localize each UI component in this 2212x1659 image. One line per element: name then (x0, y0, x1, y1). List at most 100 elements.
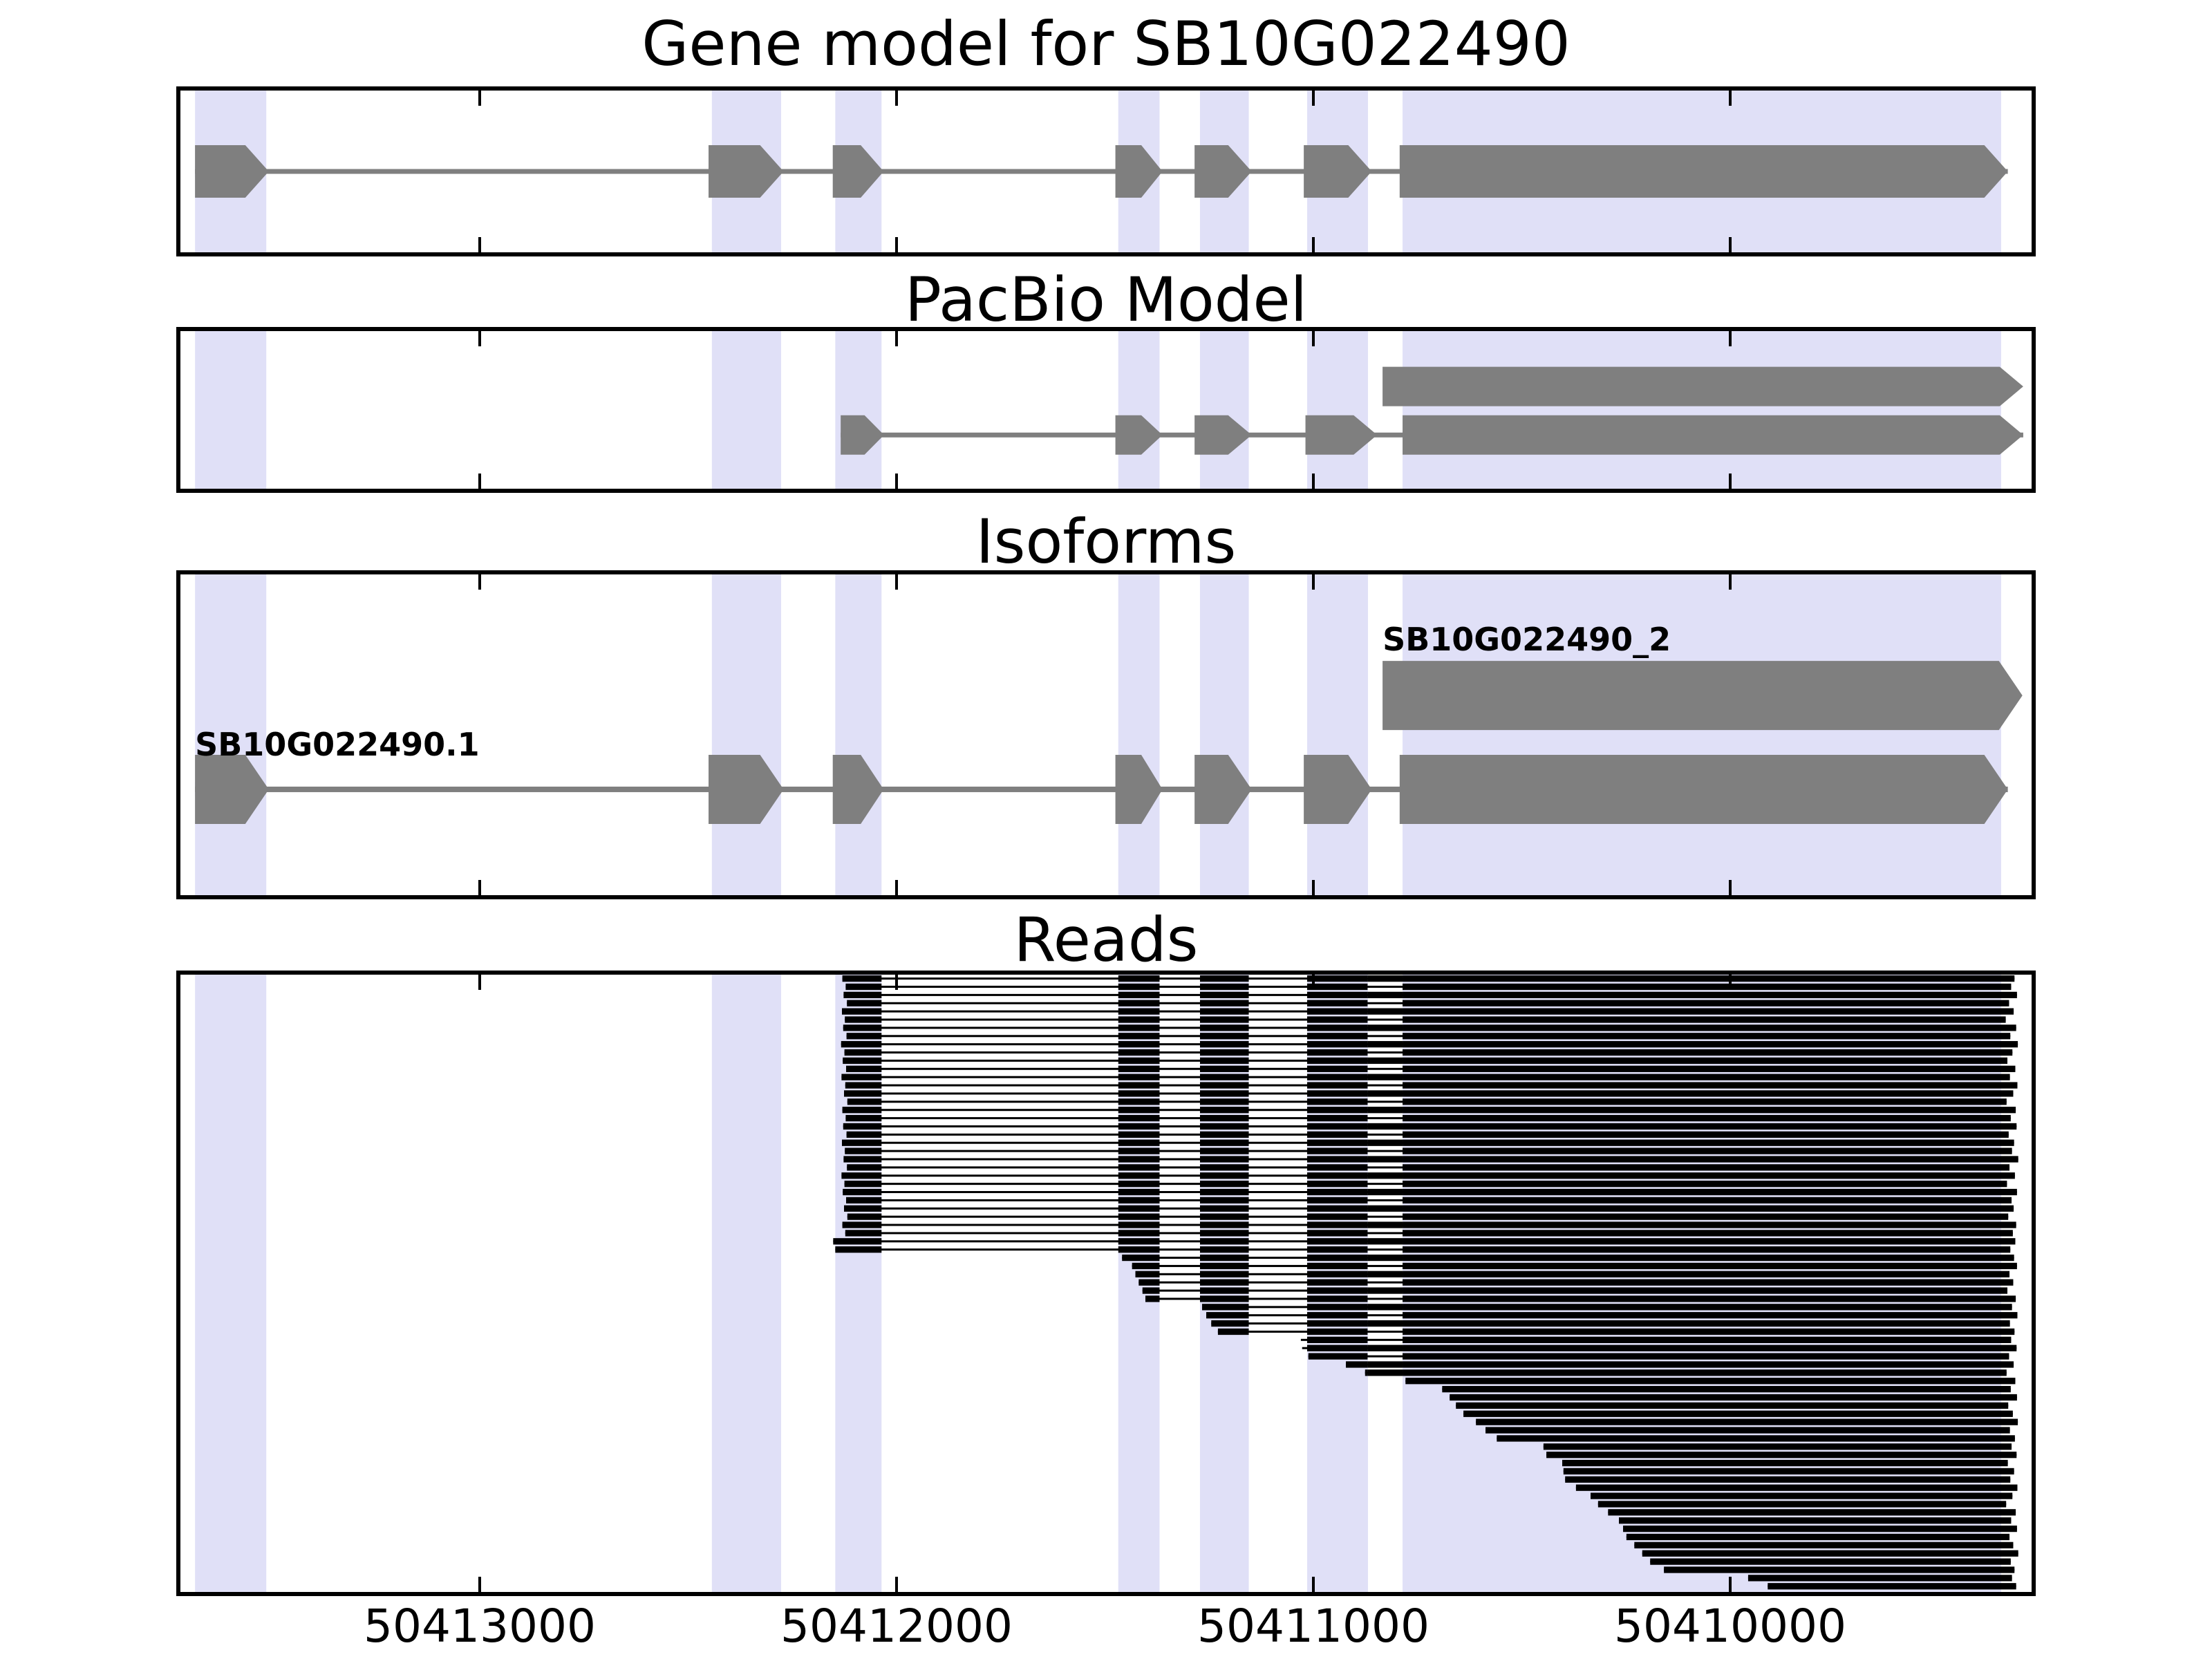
read-bar (1118, 1147, 1160, 1154)
read-bar (1201, 1304, 1249, 1311)
read-bar (1118, 1082, 1160, 1089)
read-bar (1308, 1353, 1368, 1360)
read-bar (1306, 1131, 1368, 1138)
read-bar (1306, 1320, 1368, 1327)
exon-highlight-band (835, 329, 882, 491)
read-bar (845, 1082, 882, 1089)
read-bar (842, 975, 882, 982)
read-bar (1199, 1246, 1249, 1253)
read-bar (1118, 1033, 1160, 1040)
isoform-label-sb10g022490-2: SB10G022490_2 (1382, 621, 1671, 659)
read-bar (1118, 1181, 1160, 1188)
read-bar (1367, 1024, 1403, 1031)
read-bar (1306, 1057, 1368, 1065)
read-bar (1118, 983, 1160, 991)
read-bar (1367, 1221, 1403, 1228)
read-bar (1118, 1123, 1160, 1130)
read-bar (841, 1008, 882, 1015)
read-bar (847, 1164, 882, 1171)
read-bar (1403, 1353, 2009, 1360)
read-bar (1403, 1131, 2009, 1138)
exon-arrow (1115, 415, 1163, 455)
panel-border (176, 327, 2036, 493)
axis-tick-mark (894, 237, 898, 252)
exon-arrow (1403, 415, 2023, 455)
read-bar (1118, 1074, 1160, 1080)
read-bar (1142, 1287, 1160, 1294)
read-bar (845, 1230, 882, 1237)
read-bar (1403, 1188, 2017, 1196)
read-bar (1199, 1238, 1249, 1245)
read-bar (1367, 1238, 1403, 1245)
read-bar (1306, 1213, 1368, 1220)
exon-arrow (1399, 145, 2008, 198)
read-bar (1367, 1188, 1403, 1196)
read-bar (1306, 1024, 1368, 1031)
read-bar (1563, 1468, 2014, 1475)
read-bar (1306, 1238, 1368, 1245)
intron-line (195, 786, 2008, 792)
read-bar (1463, 1410, 2013, 1417)
read-bar (1456, 1402, 2009, 1409)
panel-title-reads: Reads (1013, 904, 1199, 975)
read-bar (835, 1246, 882, 1253)
read-bar (1367, 1057, 1403, 1065)
exon-highlight-band (195, 329, 267, 491)
read-bar (1306, 1041, 1368, 1048)
read-bar (1118, 1000, 1160, 1006)
read-bar (1118, 1230, 1160, 1237)
read-bar (1199, 991, 1249, 999)
exon-arrow (709, 145, 784, 198)
read-bar (1403, 1172, 2015, 1179)
read-bar (1403, 1320, 2010, 1327)
read-bar (1118, 1107, 1160, 1114)
read-bar (1367, 1172, 1403, 1179)
read-bar (1546, 1452, 2017, 1459)
read-bar (1122, 1254, 1160, 1262)
read-bar (1199, 1065, 1249, 1072)
read-bar (1118, 1172, 1160, 1179)
axis-tick-mark (894, 1577, 898, 1592)
read-bar (1306, 1344, 1368, 1351)
read-bar (845, 1147, 882, 1154)
exon-arrow (195, 145, 269, 198)
read-bar (1199, 1123, 1249, 1130)
read-bar (846, 1197, 882, 1204)
read-bar (1199, 975, 1249, 982)
read-bar (1626, 1533, 2010, 1541)
read-bar (1118, 1246, 1160, 1253)
exon-arrow (1194, 754, 1252, 824)
read-bar (1306, 1065, 1368, 1072)
read-bar (1306, 1188, 1368, 1196)
x-axis-tick-label-50410000: 50410000 (1614, 1600, 1846, 1653)
exon-highlight-band (1118, 329, 1160, 491)
read-bar (843, 1024, 882, 1031)
read-bar (1485, 1427, 2010, 1434)
axis-tick-mark (1729, 1577, 1732, 1592)
read-bar (1306, 1254, 1368, 1262)
axis-tick-mark (1729, 880, 1732, 895)
read-bar (1403, 1156, 2018, 1163)
axis-tick-mark (1729, 331, 1732, 346)
read-bar (1118, 1049, 1160, 1056)
read-bar (844, 1181, 882, 1188)
read-bar (1306, 1287, 1368, 1294)
read-bar (1403, 1107, 2016, 1114)
axis-tick-mark (1311, 237, 1315, 252)
read-bar (1199, 1107, 1249, 1114)
axis-tick-mark (1311, 331, 1315, 346)
read-bar (1403, 1304, 2012, 1311)
read-bar (1403, 1000, 2009, 1006)
read-bar (1403, 1238, 2016, 1245)
read-bar (1403, 1336, 2012, 1343)
read-bar (1403, 991, 2017, 999)
read-bar (1306, 1049, 1368, 1056)
isoform-label-sb10g022490-1: SB10G022490.1 (195, 725, 480, 763)
read-bar (1403, 1164, 2010, 1171)
read-bar (1306, 1328, 1368, 1335)
read-bar (1118, 1221, 1160, 1228)
read-bar (1367, 991, 1403, 999)
read-bar (1118, 1008, 1160, 1015)
read-bar (1306, 1008, 1368, 1015)
